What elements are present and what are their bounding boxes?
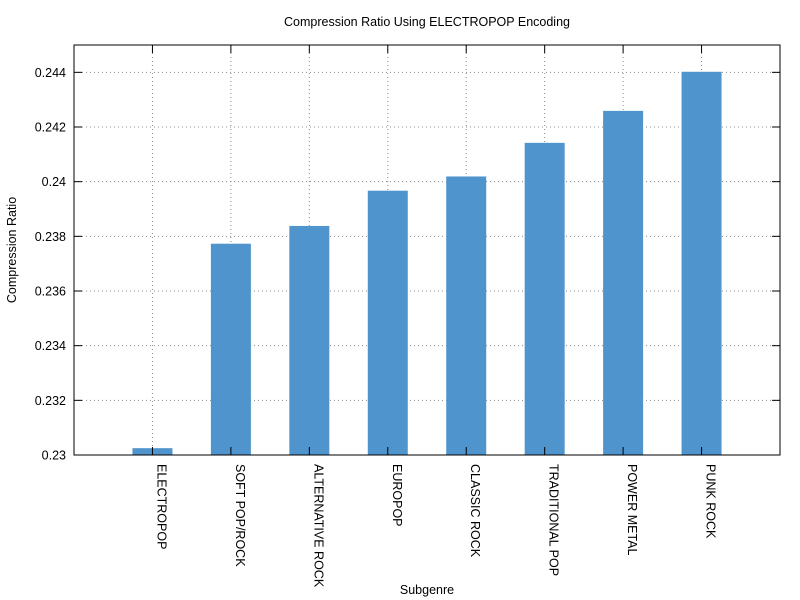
bar: [289, 225, 330, 455]
bar: [210, 243, 251, 455]
chart-title: Compression Ratio Using ELECTROPOP Encod…: [284, 15, 570, 29]
x-tick-label: PUNK ROCK: [704, 464, 718, 539]
bar: [681, 71, 722, 455]
ticks: [74, 45, 780, 456]
x-tick-label: EUROPOP: [390, 464, 404, 527]
y-tick-label: 0.232: [35, 394, 66, 408]
x-tick-label: ALTERNATIVE ROCK: [311, 464, 325, 588]
y-tick-label: 0.234: [35, 339, 66, 353]
x-axis-label: Subgenre: [400, 583, 454, 597]
x-tick-label: POWER METAL: [625, 464, 639, 555]
x-tick-label: TRADITIONAL POP: [547, 464, 561, 576]
bar: [524, 142, 565, 455]
x-tick-label: ELECTROPOP: [154, 464, 168, 549]
y-axis-label: Compression Ratio: [5, 197, 19, 303]
y-tick-label: 0.23: [42, 449, 66, 463]
y-tick-label: 0.242: [35, 121, 66, 135]
x-tick-label: SOFT POP/ROCK: [233, 464, 247, 567]
bar: [603, 110, 644, 455]
y-tick-label: 0.236: [35, 285, 66, 299]
bar: [367, 190, 408, 456]
bar: [446, 176, 487, 455]
bars: [132, 71, 722, 456]
grid: [74, 45, 780, 456]
tick-labels: 0.23 0.232 0.234 0.236 0.238 0.24 0.242 0.244 EL…: [35, 66, 718, 588]
x-tick-label: CLASSIC ROCK: [468, 464, 482, 558]
y-tick-label: 0.244: [35, 66, 66, 80]
plot-frame: [73, 44, 781, 456]
y-tick-label: 0.238: [35, 230, 66, 244]
y-tick-label: 0.24: [42, 175, 66, 189]
